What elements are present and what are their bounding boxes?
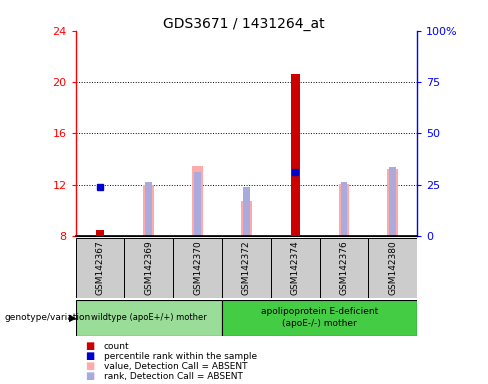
Text: count: count — [104, 342, 130, 351]
Text: GSM142370: GSM142370 — [193, 240, 202, 295]
Bar — [194, 172, 201, 236]
Text: GSM142372: GSM142372 — [242, 240, 251, 295]
Bar — [76, 238, 124, 298]
Text: GSM142376: GSM142376 — [340, 240, 348, 295]
Bar — [76, 300, 222, 336]
Text: ■: ■ — [85, 351, 95, 361]
Bar — [291, 74, 300, 236]
Bar — [173, 238, 222, 298]
Text: apolipoprotein E-deficient
(apoE-/-) mother: apolipoprotein E-deficient (apoE-/-) mot… — [261, 307, 378, 328]
Bar — [368, 238, 417, 298]
Text: GSM142369: GSM142369 — [144, 240, 153, 295]
Bar — [124, 238, 173, 298]
Bar — [341, 182, 347, 236]
Bar — [339, 184, 349, 236]
Bar — [222, 238, 271, 298]
Text: ▶: ▶ — [68, 313, 76, 323]
Text: GSM142380: GSM142380 — [388, 240, 397, 295]
Text: percentile rank within the sample: percentile rank within the sample — [104, 352, 257, 361]
Bar — [243, 187, 250, 236]
Bar — [192, 166, 203, 236]
Bar — [389, 167, 396, 236]
Bar — [241, 202, 252, 236]
Bar — [222, 300, 417, 336]
Text: ■: ■ — [85, 361, 95, 371]
Text: genotype/variation: genotype/variation — [5, 313, 91, 322]
Bar — [271, 238, 320, 298]
Text: ■: ■ — [85, 341, 95, 351]
Text: GDS3671 / 1431264_at: GDS3671 / 1431264_at — [163, 17, 325, 31]
Bar — [143, 185, 154, 236]
Bar — [387, 169, 398, 236]
Text: value, Detection Call = ABSENT: value, Detection Call = ABSENT — [104, 362, 247, 371]
Bar — [320, 238, 368, 298]
Text: GSM142367: GSM142367 — [96, 240, 104, 295]
Text: GSM142374: GSM142374 — [291, 240, 300, 295]
Bar — [145, 182, 152, 236]
Text: ■: ■ — [85, 371, 95, 381]
Bar — [96, 230, 104, 236]
Text: rank, Detection Call = ABSENT: rank, Detection Call = ABSENT — [104, 372, 243, 381]
Text: wildtype (apoE+/+) mother: wildtype (apoE+/+) mother — [91, 313, 207, 322]
